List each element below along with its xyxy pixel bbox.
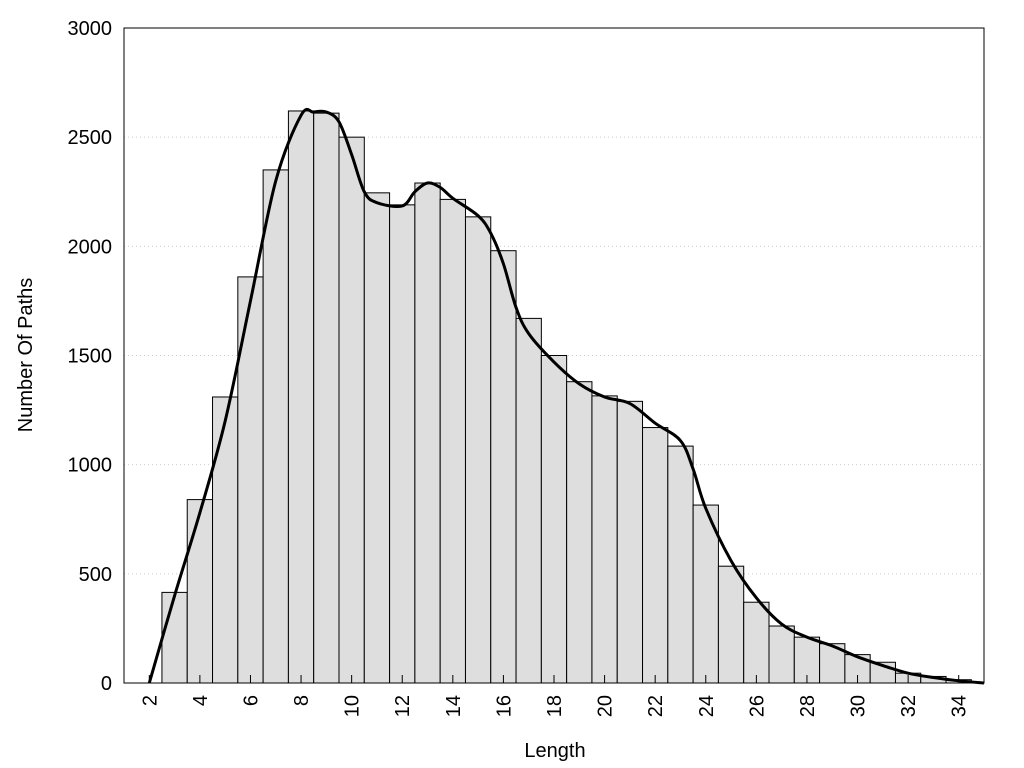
x-tick-label: 14	[443, 695, 465, 717]
y-tick-label: 0	[101, 673, 112, 695]
x-tick-label: 26	[746, 695, 768, 717]
bar	[515, 317, 542, 684]
x-axis-label: Length	[524, 740, 585, 762]
bar	[287, 110, 315, 684]
bar	[161, 591, 188, 684]
y-tick-label: 1000	[68, 455, 113, 477]
x-tick-label: 30	[848, 695, 870, 717]
bar	[717, 565, 745, 684]
x-tick-label: 16	[493, 695, 515, 717]
bar	[186, 499, 214, 684]
x-tick-label: 34	[949, 695, 971, 717]
bar	[616, 400, 644, 684]
bar	[439, 198, 466, 684]
x-tick-label: 22	[645, 695, 667, 717]
curve	[147, 107, 985, 685]
bar	[642, 427, 669, 684]
y-tick-label: 500	[79, 564, 112, 586]
bar	[591, 395, 618, 684]
bar	[338, 136, 365, 684]
x-tick-label: 10	[342, 695, 364, 717]
x-tick-label: 28	[797, 695, 819, 717]
bar	[464, 216, 492, 684]
y-tick-label: 3000	[68, 18, 113, 40]
bar	[414, 182, 441, 684]
x-tick-label: 32	[898, 695, 920, 717]
x-tick-label: 8	[291, 695, 313, 706]
y-tick-label: 2500	[68, 127, 113, 149]
y-tick-label: 1500	[68, 346, 113, 368]
bar	[363, 192, 391, 684]
bar	[262, 169, 289, 684]
x-tick-label: 20	[595, 695, 617, 717]
y-axis-label: Number Of Paths	[15, 278, 37, 433]
x-tick-label: 6	[240, 695, 262, 706]
y-tick-label: 2000	[68, 236, 113, 258]
x-tick-label: 2	[139, 695, 161, 706]
bar	[313, 112, 340, 684]
bar	[667, 445, 694, 684]
bar	[743, 601, 770, 684]
bar	[768, 625, 795, 684]
x-tick-label: 12	[392, 695, 414, 717]
bar	[566, 381, 593, 684]
x-tick-label: 24	[696, 695, 718, 717]
bar	[389, 204, 416, 684]
x-tick-label: 18	[544, 695, 566, 717]
bar	[212, 396, 239, 684]
bar	[490, 250, 517, 684]
bar	[540, 355, 568, 684]
x-tick-label: 4	[190, 695, 212, 706]
